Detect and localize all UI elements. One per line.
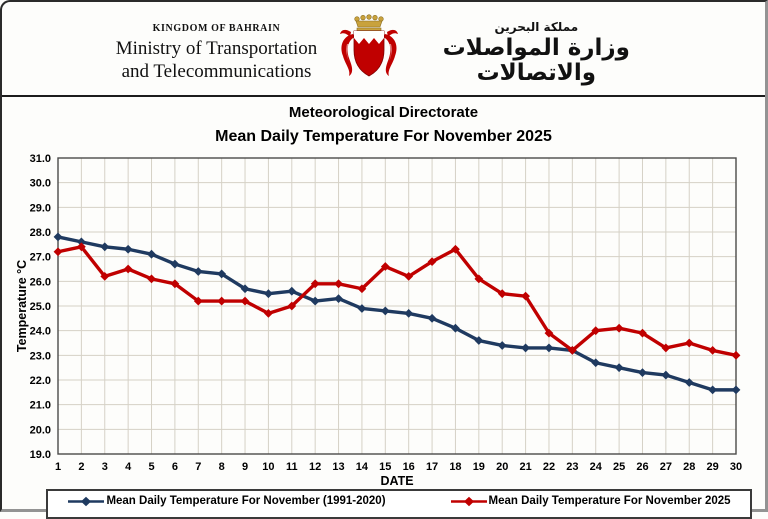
svg-text:DATE: DATE xyxy=(380,474,413,488)
svg-text:27: 27 xyxy=(660,461,672,473)
svg-text:Temperature °C: Temperature °C xyxy=(15,260,29,352)
kingdom-label-arabic: مملكة البحرين xyxy=(494,19,579,34)
ministry-name-english: KINGDOM OF BAHRAIN Ministry of Transport… xyxy=(116,23,318,83)
svg-text:11: 11 xyxy=(286,461,298,473)
legend-item-normals: Mean Daily Temperature For November (199… xyxy=(67,495,386,507)
svg-text:9: 9 xyxy=(242,461,248,473)
svg-text:18: 18 xyxy=(449,461,461,473)
svg-text:22: 22 xyxy=(543,461,555,473)
svg-text:6: 6 xyxy=(172,461,178,473)
ministry-line1: Ministry of Transportation xyxy=(115,37,318,59)
bahrain-coat-of-arms-icon xyxy=(337,13,401,93)
svg-text:19.0: 19.0 xyxy=(30,449,51,461)
svg-text:17: 17 xyxy=(426,461,438,473)
header: KINGDOM OF BAHRAIN Ministry of Transport… xyxy=(2,13,765,93)
chart-titles: Meteorological Directorate Mean Daily Te… xyxy=(2,102,765,149)
svg-text:25: 25 xyxy=(613,461,625,473)
svg-text:5: 5 xyxy=(148,461,154,473)
svg-text:30.0: 30.0 xyxy=(30,178,51,190)
legend-item-2025: Mean Daily Temperature For November 2025 xyxy=(450,495,731,507)
svg-text:4: 4 xyxy=(125,461,132,473)
svg-text:7: 7 xyxy=(195,461,201,473)
kingdom-label: KINGDOM OF BAHRAIN xyxy=(152,22,281,34)
svg-text:24.0: 24.0 xyxy=(30,326,51,338)
legend-label-normals: Mean Daily Temperature For November (199… xyxy=(106,495,386,507)
svg-text:26.0: 26.0 xyxy=(30,276,51,288)
ministry-label-arabic: وزارة المواصلات والاتصالات xyxy=(442,34,630,86)
svg-text:20: 20 xyxy=(496,461,508,473)
svg-text:30: 30 xyxy=(730,461,742,473)
svg-text:16: 16 xyxy=(403,461,415,473)
svg-text:12: 12 xyxy=(309,461,321,473)
svg-text:2: 2 xyxy=(78,461,84,473)
svg-text:25.0: 25.0 xyxy=(30,301,51,313)
header-divider xyxy=(2,95,765,97)
svg-text:31.0: 31.0 xyxy=(30,153,51,165)
legend-marker-blue-icon xyxy=(68,496,105,506)
svg-text:19: 19 xyxy=(473,461,485,473)
legend-label-2025: Mean Daily Temperature For November 2025 xyxy=(488,495,731,507)
ministry-line2: and Telecommunications xyxy=(121,61,312,82)
svg-text:29.0: 29.0 xyxy=(30,202,51,214)
svg-text:15: 15 xyxy=(379,461,391,473)
svg-text:10: 10 xyxy=(262,461,274,473)
svg-text:13: 13 xyxy=(332,461,344,473)
svg-text:23: 23 xyxy=(566,461,578,473)
svg-text:24: 24 xyxy=(590,461,603,473)
svg-text:22.0: 22.0 xyxy=(30,375,51,387)
svg-text:27.0: 27.0 xyxy=(30,252,51,264)
svg-text:28.0: 28.0 xyxy=(30,227,51,239)
svg-text:28: 28 xyxy=(683,461,695,473)
svg-text:3: 3 xyxy=(102,461,108,473)
svg-text:23.0: 23.0 xyxy=(30,350,51,362)
chart-canvas: 31.0 30.0 29.0 28.0 27.0 26.0 25.0 24.0 23.0 22.0… xyxy=(15,153,742,488)
legend-marker-red-icon xyxy=(450,496,487,506)
svg-text:14: 14 xyxy=(356,461,369,473)
directorate-title: Meteorological Directorate xyxy=(288,104,479,121)
svg-text:21: 21 xyxy=(519,461,531,473)
svg-text:1: 1 xyxy=(55,461,61,473)
svg-text:8: 8 xyxy=(219,461,225,473)
svg-text:26: 26 xyxy=(636,461,648,473)
temperature-chart: 31.0 30.0 29.0 28.0 27.0 26.0 25.0 24.0 23.0 22.0… xyxy=(12,150,760,493)
ministry-name-arabic: مملكة البحرين وزارة المواصلات والاتصالات xyxy=(421,20,651,87)
chart-legend: Mean Daily Temperature For November (199… xyxy=(46,489,752,519)
chart-title: Mean Daily Temperature For November 2025 xyxy=(215,127,552,145)
svg-text:29: 29 xyxy=(706,461,718,473)
svg-text:20.0: 20.0 xyxy=(30,424,51,436)
svg-text:21.0: 21.0 xyxy=(30,400,51,412)
